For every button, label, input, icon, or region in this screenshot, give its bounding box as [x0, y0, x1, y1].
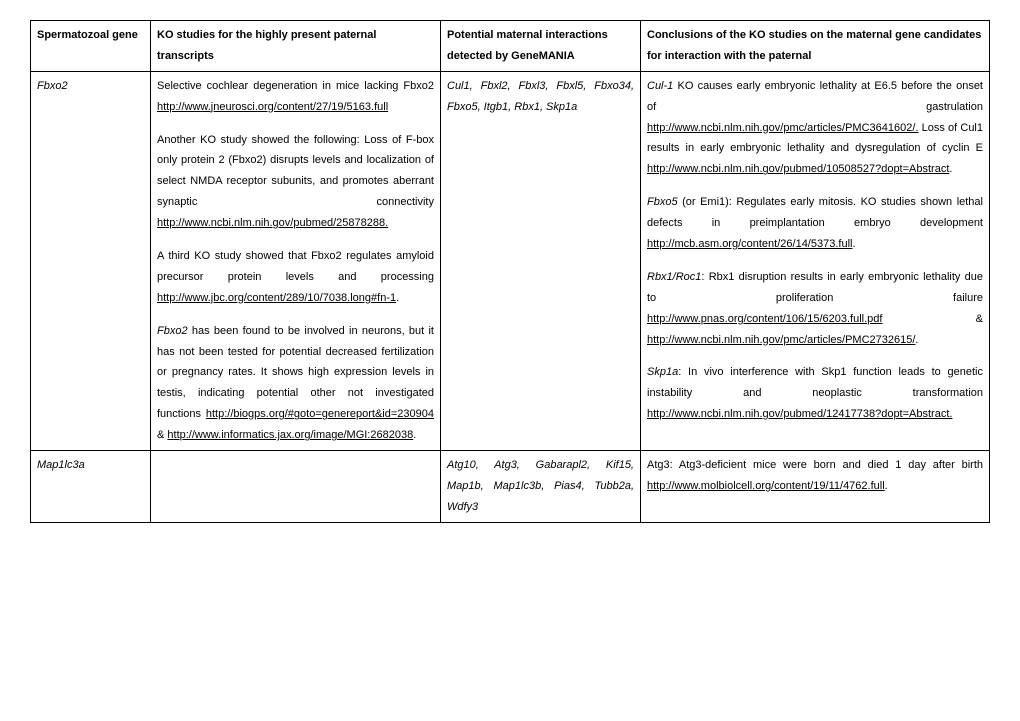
table-row: Fbxo2 Selective cochlear degeneration in…	[31, 71, 990, 450]
concl-link[interactable]: http://www.ncbi.nlm.nih.gov/pmc/articles…	[647, 122, 918, 134]
ko-text: Another KO study showed the following: L…	[157, 134, 434, 209]
header-ko: KO studies for the highly present patern…	[151, 21, 441, 72]
concl-gene: Skp1a	[647, 366, 678, 378]
header-gene: Spermatozoal gene	[31, 21, 151, 72]
concl-link[interactable]: http://www.ncbi.nlm.nih.gov/pubmed/12417…	[647, 408, 952, 420]
maternal-cell: Atg10, Atg3, Gabarapl2, Kif15, Map1b, Ma…	[441, 451, 641, 523]
ko-link[interactable]: http://www.jneurosci.org/content/27/19/5…	[157, 101, 388, 113]
concl-text: (or Emi1): Regulates early mitosis. KO s…	[647, 196, 983, 229]
concl-para-3: Rbx1/Roc1: Rbx1 disruption results in ea…	[647, 267, 983, 351]
concl-link[interactable]: http://www.ncbi.nlm.nih.gov/pmc/articles…	[647, 334, 915, 346]
concl-link[interactable]: http://mcb.asm.org/content/26/14/5373.fu…	[647, 238, 852, 250]
ko-text: .	[396, 292, 399, 304]
ko-cell: Selective cochlear degeneration in mice …	[151, 71, 441, 450]
concl-text: &	[882, 313, 983, 325]
concl-text: .	[949, 163, 952, 175]
ko-para-3: A third KO study showed that Fbxo2 regul…	[157, 246, 434, 309]
concl-text: : In vivo interference with Skp1 functio…	[647, 366, 983, 399]
ko-link[interactable]: http://www.jbc.org/content/289/10/7038.l…	[157, 292, 396, 304]
concl-gene: Rbx1/Roc1	[647, 271, 701, 283]
conclusions-cell: Cul-1 KO causes early embryonic lethalit…	[641, 71, 990, 450]
concl-gene: Cul-1	[647, 80, 673, 92]
conclusions-cell: Atg3: Atg3-deficient mice were born and …	[641, 451, 990, 523]
concl-para-2: Fbxo5 (or Emi1): Regulates early mitosis…	[647, 192, 983, 255]
gene-cell: Map1lc3a	[31, 451, 151, 523]
concl-gene: Fbxo5	[647, 196, 678, 208]
ko-text: Selective cochlear degeneration in mice …	[157, 80, 434, 92]
concl-text: .	[852, 238, 855, 250]
header-conclusions: Conclusions of the KO studies on the mat…	[641, 21, 990, 72]
concl-para-1: Cul-1 KO causes early embryonic lethalit…	[647, 76, 983, 180]
ko-para-4: Fbxo2 has been found to be involved in n…	[157, 321, 434, 446]
page-container: Spermatozoal gene KO studies for the hig…	[0, 0, 1020, 543]
ko-text: &	[157, 429, 167, 441]
ko-text: has been found to be involved in neurons…	[157, 325, 434, 421]
maternal-cell: Cul1, Fbxl2, Fbxl3, Fbxl5, Fbxo34, Fbxo5…	[441, 71, 641, 450]
ko-text: .	[413, 429, 416, 441]
concl-text: KO causes early embryonic lethality at E…	[647, 80, 983, 113]
table-row: Map1lc3a Atg10, Atg3, Gabarapl2, Kif15, …	[31, 451, 990, 523]
concl-text: .	[915, 334, 918, 346]
header-maternal: Potential maternal interactions detected…	[441, 21, 641, 72]
ko-para-1: Selective cochlear degeneration in mice …	[157, 76, 434, 118]
ko-link[interactable]: http://biogps.org/#goto=genereport&id=23…	[206, 408, 434, 420]
concl-para-4: Skp1a: In vivo interference with Skp1 fu…	[647, 362, 983, 425]
table-header-row: Spermatozoal gene KO studies for the hig…	[31, 21, 990, 72]
concl-text: .	[885, 480, 888, 492]
gene-cell: Fbxo2	[31, 71, 151, 450]
ko-link[interactable]: http://www.informatics.jax.org/image/MGI…	[167, 429, 413, 441]
ko-gene-ital: Fbxo2	[157, 325, 188, 337]
data-table: Spermatozoal gene KO studies for the hig…	[30, 20, 990, 523]
concl-text: Atg3: Atg3-deficient mice were born and …	[647, 459, 983, 471]
concl-link[interactable]: http://www.pnas.org/content/106/15/6203.…	[647, 313, 882, 325]
ko-para-2: Another KO study showed the following: L…	[157, 130, 434, 234]
concl-link[interactable]: http://www.ncbi.nlm.nih.gov/pubmed/10508…	[647, 163, 949, 175]
ko-cell	[151, 451, 441, 523]
ko-link[interactable]: http://www.ncbi.nlm.nih.gov/pubmed/25878…	[157, 217, 388, 229]
concl-link[interactable]: http://www.molbiolcell.org/content/19/11…	[647, 480, 885, 492]
ko-text: A third KO study showed that Fbxo2 regul…	[157, 250, 434, 283]
